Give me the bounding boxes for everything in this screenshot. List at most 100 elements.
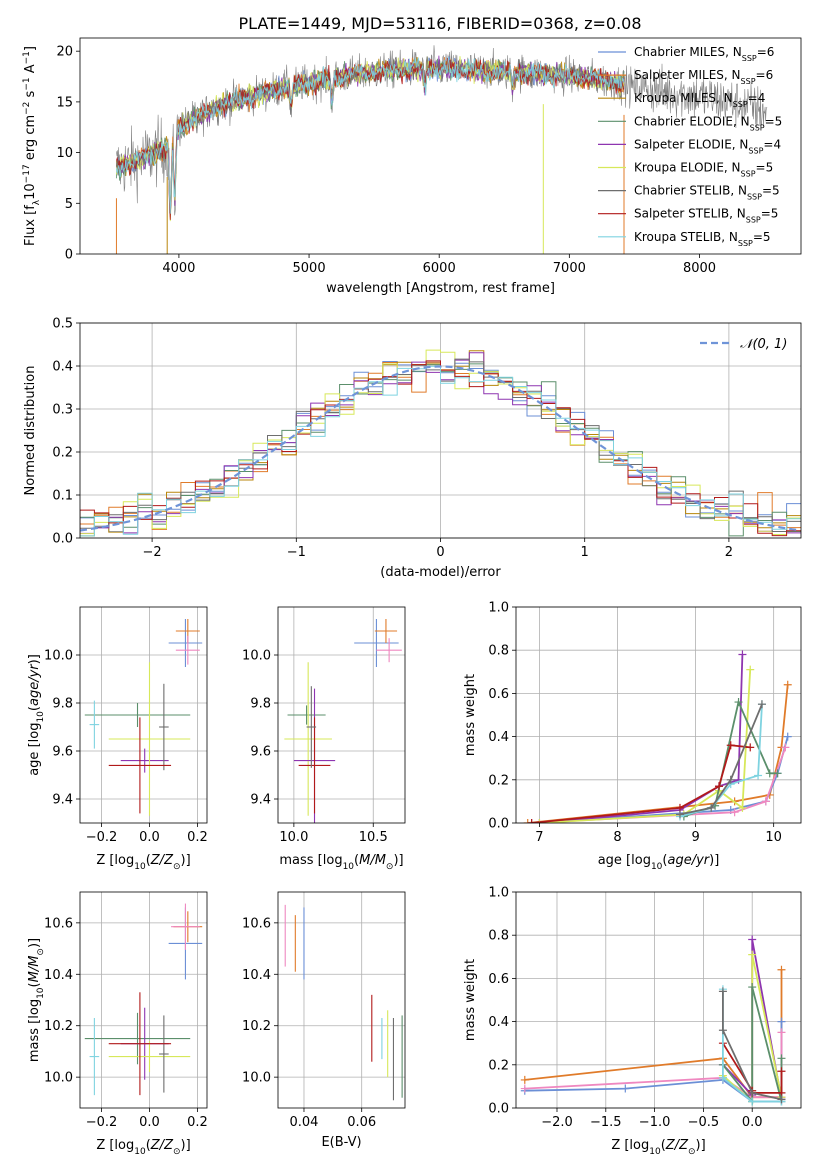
legend-label-text: Chabrier ELODIE, N bbox=[634, 114, 750, 128]
y-tick-label: 9.6 bbox=[52, 745, 73, 760]
x-tick-label: −0.2 bbox=[86, 830, 118, 845]
legend-label: Salpeter ELODIE, NSSP=4 bbox=[634, 137, 781, 155]
label-part: ( bbox=[146, 853, 151, 868]
y-tick-label: 9.6 bbox=[250, 745, 271, 760]
x-tick-label: 1 bbox=[581, 545, 589, 560]
axes-frame bbox=[79, 891, 208, 1109]
axes: 0.04 0.06 10.0 10.2 10.4 10.6 E(B-V) bbox=[242, 891, 406, 1150]
x-axis-label: wavelength [Angstrom, rest frame] bbox=[326, 281, 555, 296]
y-tick-label: 0.0 bbox=[488, 1102, 509, 1117]
series-marker bbox=[738, 803, 747, 812]
grid bbox=[80, 892, 207, 1108]
legend-label-suffix: =4 bbox=[763, 137, 781, 151]
label-part: −1 bbox=[22, 77, 32, 90]
label-part: −2 bbox=[22, 102, 32, 115]
series-marker bbox=[748, 983, 757, 992]
y-axis-label: Flux [fλ10−17 erg cm−2 s−1 A−1] bbox=[22, 46, 42, 246]
x-tick-label: 6000 bbox=[423, 261, 456, 276]
series-marker bbox=[746, 665, 755, 674]
x-tick-label: 8 bbox=[613, 830, 621, 845]
label-part: mass [log bbox=[27, 999, 42, 1062]
series-marker bbox=[783, 680, 792, 689]
plot-area bbox=[80, 349, 801, 538]
y-tick-label: 0.2 bbox=[488, 773, 509, 788]
errorbar-chabrier-elodie bbox=[84, 703, 191, 727]
series-marker bbox=[777, 1067, 786, 1076]
legend-label: Kroupa STELIB, NSSP=5 bbox=[634, 230, 771, 248]
series-marker bbox=[777, 1095, 786, 1104]
series-marker bbox=[734, 698, 743, 707]
label-part: λ bbox=[32, 199, 42, 205]
y-axis-label: age [log10(age/yr)] bbox=[27, 654, 46, 776]
legend-label: Salpeter STELIB, NSSP=5 bbox=[634, 207, 778, 225]
y-axis-label: mass weight bbox=[463, 959, 478, 1041]
label-part: ] bbox=[23, 46, 38, 51]
label-part: ( bbox=[354, 853, 359, 868]
series-marker bbox=[765, 769, 774, 778]
x-tick-label: 9 bbox=[691, 830, 699, 845]
x-tick-label: 8000 bbox=[683, 261, 716, 276]
x-axis-label: age [log10(age/yr)] bbox=[598, 853, 720, 872]
series-marker bbox=[748, 950, 757, 959]
y-tick-label: 0 bbox=[65, 248, 73, 263]
x-tick-label: 4000 bbox=[162, 261, 195, 276]
axes: −0.2 0.0 0.29.49.69.810.0Z [log10(Z/Z⊙)]ag… bbox=[27, 606, 208, 872]
series-marker bbox=[777, 1028, 786, 1037]
y-tick-label: 10.6 bbox=[44, 916, 73, 931]
chart-age-vs-Z: −0.2 0.0 0.29.49.69.810.0Z [log10(Z/Z⊙)]ag… bbox=[27, 606, 208, 872]
series-marker bbox=[748, 1088, 757, 1097]
x-tick-label: −0.2 bbox=[86, 1115, 118, 1130]
label-part: Z [log bbox=[96, 1138, 134, 1153]
label-part: ⊙ bbox=[386, 862, 394, 872]
label-part: 10 bbox=[36, 987, 46, 999]
series-chabrier-stelib bbox=[718, 987, 786, 1104]
y-tick-label: 0.8 bbox=[488, 644, 509, 659]
label-part: ⊙ bbox=[173, 1147, 181, 1157]
label-part: ⊙ bbox=[173, 862, 181, 872]
series-marker bbox=[675, 810, 684, 819]
plot-area bbox=[284, 619, 402, 823]
y-axis-label: Normed distribution bbox=[23, 366, 38, 496]
chart-mass-vs-EBV: 0.04 0.06 10.0 10.2 10.4 10.6 E(B-V) bbox=[242, 891, 406, 1150]
legend-label-sub: SSP bbox=[741, 77, 756, 86]
plot-area bbox=[284, 904, 403, 1101]
series-marker bbox=[748, 935, 757, 944]
y-tick-label: 10.0 bbox=[44, 1071, 73, 1086]
plot-area bbox=[84, 619, 203, 816]
legend-label-suffix: =6 bbox=[757, 45, 775, 59]
legend-label-text: Salpeter ELODIE, N bbox=[634, 137, 748, 151]
errorbar-kroupa-stelib bbox=[89, 1018, 100, 1096]
errorbar-extra_pink bbox=[171, 903, 200, 950]
label-part: Z/Z bbox=[150, 853, 174, 868]
series-marker bbox=[726, 741, 735, 750]
y-tick-label: 0.3 bbox=[52, 403, 73, 418]
y-tick-label: 0.6 bbox=[488, 687, 509, 702]
y-tick-label: 9.8 bbox=[250, 697, 271, 712]
legend-label: Salpeter MILES, NSSP=6 bbox=[634, 68, 773, 86]
legend-label-sub: SSP bbox=[748, 146, 763, 155]
series-line bbox=[679, 703, 763, 816]
errorbar-extra_pink bbox=[175, 635, 200, 665]
axes-frame bbox=[79, 606, 208, 824]
chart-residuals: −2 −1 0 1 2 0.0 0.1 0.2 0.3 0.4 0.5 (data-model)/er… bbox=[23, 317, 802, 580]
errorbar-chabrier-miles bbox=[354, 619, 399, 667]
label-part: Flux [f bbox=[23, 205, 38, 246]
series-marker bbox=[520, 1084, 529, 1093]
x-tick-label: −1.5 bbox=[590, 1115, 622, 1130]
legend-label-text: Kroupa MILES, N bbox=[634, 91, 733, 105]
series-marker bbox=[535, 819, 544, 823]
x-tick-label: 7000 bbox=[553, 261, 586, 276]
y-tick-label: 10.2 bbox=[242, 1019, 271, 1034]
label-part: M/M bbox=[27, 956, 42, 983]
errorbar-salpeter-stelib bbox=[298, 717, 331, 814]
series-marker bbox=[748, 1097, 757, 1106]
y-tick-label: 10.4 bbox=[44, 968, 73, 983]
errorbar-salpeter-elodie bbox=[120, 748, 169, 773]
y-axis-label: mass weight bbox=[463, 674, 478, 756]
series-line bbox=[722, 991, 782, 1101]
legend-label-sub: SSP bbox=[738, 238, 753, 247]
x-tick-label: 0.2 bbox=[187, 830, 208, 845]
label-part: ( bbox=[27, 706, 42, 711]
label-part: 10 bbox=[651, 862, 663, 872]
